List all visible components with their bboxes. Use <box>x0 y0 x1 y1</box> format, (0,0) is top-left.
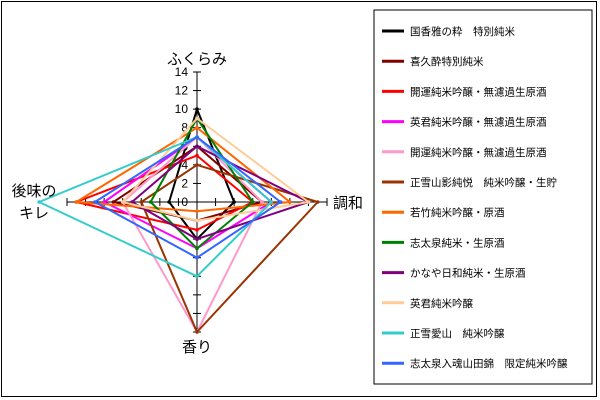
legend-label: 志太泉入魂山田錦 限定純米吟醸 <box>410 357 568 370</box>
data-point <box>195 274 199 279</box>
axis-label: ふくらみ <box>167 50 227 68</box>
data-point <box>148 200 153 204</box>
data-point <box>74 200 79 204</box>
legend-label: 英君純米吟醸 <box>410 297 473 310</box>
data-point <box>306 200 311 204</box>
data-point <box>195 330 199 334</box>
data-point <box>195 116 199 121</box>
legend-label: かなや日和純米・生原酒 <box>410 267 526 280</box>
data-point <box>37 200 41 204</box>
data-point <box>139 200 144 204</box>
data-point <box>195 255 199 260</box>
legend-label: 若竹純米吟醸・原酒 <box>410 206 505 219</box>
data-point <box>278 200 283 204</box>
data-point <box>195 144 199 149</box>
tick-label: 12 <box>175 84 189 98</box>
tick-label: 10 <box>175 102 189 116</box>
data-point <box>195 209 199 214</box>
data-point <box>260 200 264 204</box>
data-point <box>288 200 292 204</box>
legend: 国香雅の粋 特別純米喜久酔特別純米開運純米吟醸・無濾過生原酒英君純米吟醸・無濾過… <box>373 9 593 385</box>
data-point <box>232 200 236 204</box>
data-point <box>130 200 134 204</box>
tick-label: 0 <box>181 195 188 209</box>
data-point <box>195 107 199 111</box>
data-point <box>195 135 199 139</box>
legend-label: 開運純米吟醸・無濾過生原酒 <box>410 85 547 98</box>
data-point <box>120 200 125 204</box>
legend-box <box>373 9 593 385</box>
legend-label: 正雪山影純悦 純米吟醸・生貯 <box>410 176 557 189</box>
data-point <box>250 200 255 204</box>
tick-label: 4 <box>181 158 188 172</box>
data-point <box>269 200 274 204</box>
legend-label: 志太泉純米・生原酒 <box>410 236 505 249</box>
data-point <box>195 237 199 241</box>
data-point <box>111 200 116 204</box>
data-point <box>195 218 199 223</box>
data-point <box>195 163 199 167</box>
data-point <box>195 246 199 251</box>
data-point <box>102 200 106 204</box>
legend-label: 正雪愛山 純米吟醸 <box>410 327 505 340</box>
tick-label: 14 <box>175 65 189 79</box>
legend-label: 開運純米吟醸・無濾過生原酒 <box>410 146 547 159</box>
data-point <box>315 200 320 204</box>
series-layer <box>37 107 320 334</box>
axis-label: 調和 <box>333 194 363 212</box>
data-point <box>167 200 171 204</box>
legend-label: 英君純米吟醸・無濾過生原酒 <box>410 116 547 129</box>
data-point <box>93 200 97 204</box>
data-point <box>195 228 199 232</box>
legend-label: 喜久酔特別純米 <box>410 55 484 68</box>
data-point <box>195 153 199 158</box>
tick-label: 8 <box>181 121 188 135</box>
legend-label: 国香雅の粋 特別純米 <box>410 25 515 38</box>
axis-label: 香り <box>182 338 212 356</box>
axis-label: 後味の <box>11 182 56 200</box>
axis-label: キレ <box>19 204 49 222</box>
series-line <box>149 117 254 250</box>
data-point <box>195 125 199 130</box>
tick-label: 2 <box>181 176 188 190</box>
